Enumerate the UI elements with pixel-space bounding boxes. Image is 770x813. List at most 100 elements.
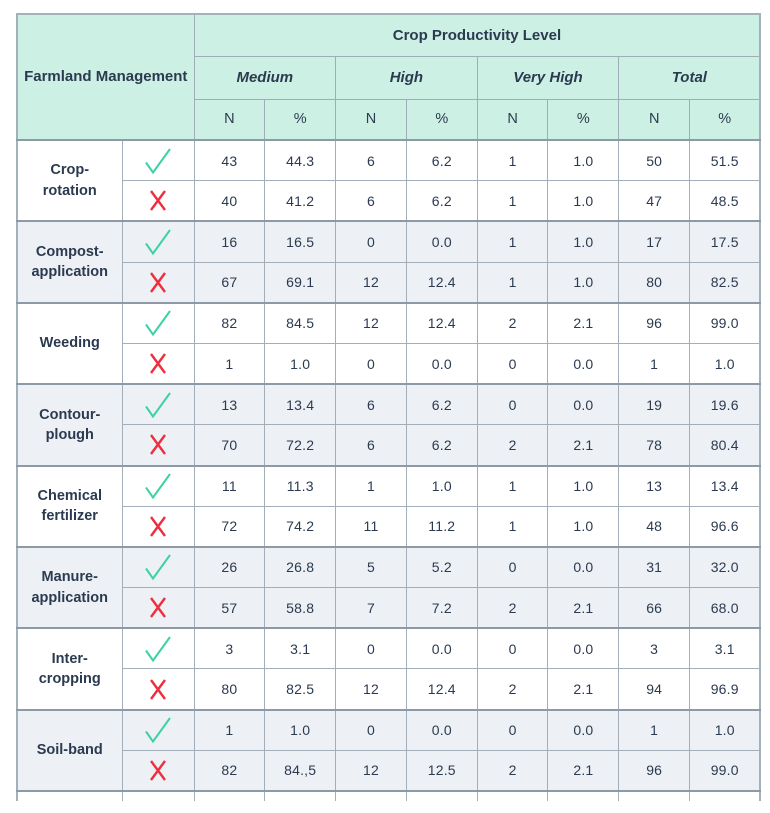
mark-cell	[121, 587, 195, 629]
value-cell: 84.,5	[264, 749, 337, 792]
mark-cell	[121, 627, 195, 670]
value-cell: 0.0	[547, 545, 620, 589]
check-icon	[145, 473, 171, 500]
cutoff-cell	[16, 790, 123, 801]
mark-cell	[121, 180, 195, 222]
value-cell: 1.0	[547, 139, 620, 182]
value-cell: 19.6	[689, 383, 761, 426]
value-cell: 13	[193, 383, 266, 426]
value-cell: 99.0	[689, 749, 761, 792]
value-cell: 70	[193, 424, 266, 466]
check-icon	[145, 554, 171, 581]
x-icon	[150, 353, 166, 374]
value-cell: 13.4	[264, 383, 337, 426]
value-cell: 1	[476, 261, 549, 304]
value-cell: 12	[335, 261, 407, 304]
x-icon	[150, 597, 166, 618]
table-header: Farmland Management Crop Productivity Le…	[16, 13, 761, 141]
value-cell: 43	[193, 139, 266, 182]
value-cell: 6.2	[405, 139, 478, 182]
value-cell: 6.2	[405, 383, 478, 426]
x-icon	[150, 516, 166, 537]
check-icon	[145, 310, 171, 337]
value-cell: 0.0	[547, 627, 620, 670]
value-cell: 13	[618, 464, 691, 507]
value-cell: 40	[193, 180, 266, 222]
mark-cell	[121, 668, 195, 711]
subheader-pct: %	[547, 98, 620, 141]
value-cell: 0	[476, 708, 549, 751]
subheader-n: N	[618, 98, 691, 141]
subheader-n: N	[335, 98, 407, 141]
value-cell: 12.4	[405, 261, 478, 304]
value-cell: 11	[335, 505, 407, 548]
row-label: Soil-band	[16, 708, 123, 792]
value-cell: 2	[476, 749, 549, 792]
value-cell: 6	[335, 180, 407, 222]
value-cell: 17.5	[689, 220, 761, 263]
mark-cell	[121, 464, 195, 507]
value-cell: 0.0	[547, 383, 620, 426]
value-cell: 12.4	[405, 668, 478, 711]
value-cell: 1	[476, 139, 549, 182]
value-cell: 67	[193, 261, 266, 304]
mark-cell	[121, 261, 195, 304]
value-cell: 12	[335, 749, 407, 792]
value-cell: 3.1	[264, 627, 337, 670]
value-cell: 2.1	[547, 749, 620, 792]
value-cell: 16	[193, 220, 266, 263]
value-cell: 12.4	[405, 301, 478, 344]
value-cell: 47	[618, 180, 691, 222]
value-cell: 2	[476, 587, 549, 629]
value-cell: 1.0	[264, 342, 337, 385]
value-cell: 0	[335, 627, 407, 670]
cutoff-cell	[335, 790, 407, 801]
value-cell: 1.0	[547, 261, 620, 304]
value-cell: 78	[618, 424, 691, 466]
value-cell: 44.3	[264, 139, 337, 182]
value-cell: 0.0	[405, 627, 478, 670]
mark-cell	[121, 749, 195, 792]
value-cell: 0	[335, 220, 407, 263]
mark-cell	[121, 708, 195, 751]
value-cell: 2	[476, 668, 549, 711]
value-cell: 7	[335, 587, 407, 629]
row-label: Contour-plough	[16, 383, 123, 467]
cutoff-cell	[405, 790, 478, 801]
value-cell: 58.8	[264, 587, 337, 629]
table-body: Crop-rotation 43 44.3 6 6.2 1 1.0 50 51.5 40 41.2 6…	[16, 138, 761, 801]
subheader-pct: %	[689, 98, 761, 141]
cutoff-cell	[193, 790, 266, 801]
value-cell: 51.5	[689, 139, 761, 182]
cutoff-cell	[547, 790, 620, 801]
value-cell: 74.2	[264, 505, 337, 548]
column-group-high: High	[335, 55, 478, 100]
cutoff-row	[16, 790, 761, 801]
value-cell: 96	[618, 749, 691, 792]
value-cell: 1.0	[547, 220, 620, 263]
value-cell: 11.2	[405, 505, 478, 548]
value-cell: 1	[618, 708, 691, 751]
table-container: Farmland Management Crop Productivity Le…	[16, 13, 762, 801]
value-cell: 0	[335, 342, 407, 385]
x-icon	[150, 760, 166, 781]
value-cell: 66	[618, 587, 691, 629]
value-cell: 0.0	[405, 342, 478, 385]
mark-cell	[121, 139, 195, 182]
row-label: Weeding	[16, 301, 123, 385]
value-cell: 0.0	[405, 708, 478, 751]
value-cell: 99.0	[689, 301, 761, 344]
value-cell: 11	[193, 464, 266, 507]
value-cell: 17	[618, 220, 691, 263]
value-cell: 82	[193, 749, 266, 792]
value-cell: 6.2	[405, 424, 478, 466]
value-cell: 82	[193, 301, 266, 344]
mark-cell	[121, 424, 195, 466]
value-cell: 6	[335, 139, 407, 182]
value-cell: 0	[476, 383, 549, 426]
value-cell: 19	[618, 383, 691, 426]
value-cell: 1.0	[689, 342, 761, 385]
value-cell: 1.0	[405, 464, 478, 507]
value-cell: 31	[618, 545, 691, 589]
cutoff-cell	[476, 790, 549, 801]
